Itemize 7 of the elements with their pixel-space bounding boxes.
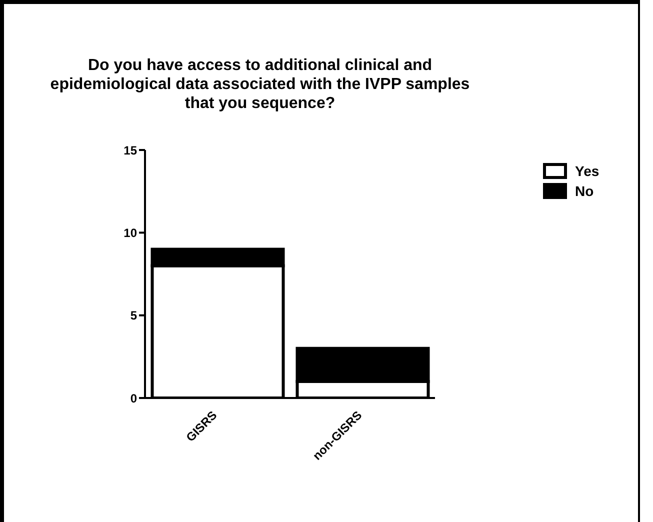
chart-title: Do you have access to additional clinical and epidemiological data associated with the IVPP samples that you sequence? — [49, 56, 471, 113]
y-tick-label: 15 — [124, 143, 138, 158]
y-tick-label: 10 — [124, 226, 138, 240]
legend-label: No — [575, 183, 594, 199]
y-tick-label: 5 — [130, 308, 138, 323]
y-tick-label: 0 — [130, 391, 138, 406]
legend-label: Yes — [575, 163, 600, 179]
